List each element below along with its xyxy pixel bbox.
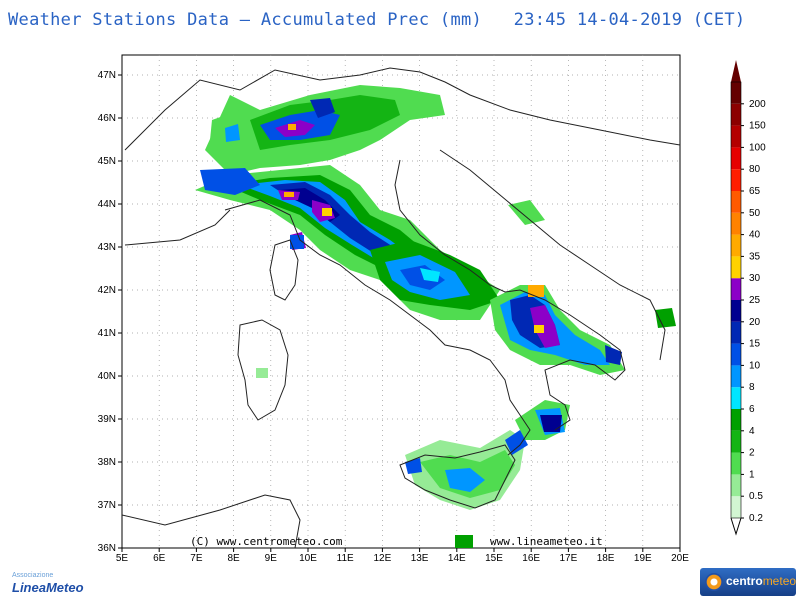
legend-level-label: 40 xyxy=(749,230,761,241)
lineameteo-logo: Associazione LineaMeteo xyxy=(8,570,84,598)
legend-level-label: 100 xyxy=(749,142,766,153)
legend-level-label: 0.2 xyxy=(749,513,763,524)
legend-swatch xyxy=(731,300,741,322)
legend-level-label: 35 xyxy=(749,251,761,262)
legend-level-label: 30 xyxy=(749,273,761,284)
lon-tick-label: 20E xyxy=(671,553,689,564)
lon-tick-label: 19E xyxy=(634,553,652,564)
legend-level-label: 50 xyxy=(749,208,761,219)
legend-swatch xyxy=(731,452,741,475)
centrometeo-logo-text: centrometeo xyxy=(726,574,797,588)
legend-swatch xyxy=(731,147,741,170)
lineameteo-logo-text: LineaMeteo xyxy=(12,580,84,595)
lat-tick-label: 37N xyxy=(98,500,116,511)
legend-swatch xyxy=(731,474,741,497)
lon-tick-label: 18E xyxy=(597,553,615,564)
lat-tick-label: 47N xyxy=(98,70,116,81)
legend-swatch xyxy=(731,191,741,213)
legend-level-label: 150 xyxy=(749,121,766,132)
lon-tick-label: 9E xyxy=(265,553,278,564)
legend-level-label: 20 xyxy=(749,317,761,328)
lon-tick-label: 7E xyxy=(190,553,203,564)
legend-level-label: 25 xyxy=(749,295,761,306)
legend-swatch xyxy=(731,234,741,257)
lat-tick-label: 45N xyxy=(98,156,116,167)
lon-tick-label: 15E xyxy=(485,553,503,564)
coastlines xyxy=(121,67,681,549)
lat-tick-label: 43N xyxy=(98,242,116,253)
lat-tick-label: 42N xyxy=(98,285,116,296)
legend-level-label: 80 xyxy=(749,164,761,175)
legend-swatch xyxy=(731,278,741,300)
legend-level-label: 15 xyxy=(749,339,761,350)
map-title: Weather Stations Data — Accumulated Prec… xyxy=(8,10,746,30)
precipitation-field xyxy=(195,85,676,548)
credit-right: www.lineameteo.it xyxy=(490,535,603,548)
lat-tick-label: 40N xyxy=(98,371,116,382)
legend-level-label: 200 xyxy=(749,99,766,110)
globe-icon xyxy=(705,573,723,591)
legend-swatch xyxy=(731,256,741,279)
lon-tick-label: 16E xyxy=(522,553,540,564)
legend-level-label: 10 xyxy=(749,360,761,371)
legend-swatch xyxy=(731,496,741,518)
legend-swatch xyxy=(731,82,741,104)
lon-tick-label: 10E xyxy=(299,553,317,564)
lat-tick-label: 38N xyxy=(98,457,116,468)
legend-swatch xyxy=(731,321,741,344)
lon-tick-label: 13E xyxy=(411,553,429,564)
legend-level-label: 4 xyxy=(749,426,755,437)
lon-tick-label: 8E xyxy=(227,553,240,564)
centrometeo-logo: centrometeo xyxy=(700,568,796,596)
precipitation-legend: 0.2 0.5 1 2 4 6 8 10 15 20 25 30 35 40 50 65 80 100 150 200 xyxy=(730,60,766,536)
legend-level-label: 65 xyxy=(749,186,761,197)
legend-swatch xyxy=(731,125,741,148)
lat-tick-label: 41N xyxy=(98,328,116,339)
legend-swatch xyxy=(731,409,741,431)
lon-tick-label: 12E xyxy=(374,553,392,564)
legend-level-label: 6 xyxy=(749,404,755,415)
legend-swatch xyxy=(731,365,741,388)
legend-swatch xyxy=(731,169,741,191)
credit-left: (C) www.centrometeo.com xyxy=(190,535,343,548)
legend-level-label: 1 xyxy=(749,469,755,480)
legend-swatch xyxy=(731,430,741,453)
legend-top-arrow xyxy=(731,60,741,82)
legend-swatch xyxy=(731,103,741,126)
lat-tick-label: 36N xyxy=(98,543,116,554)
legend-swatch xyxy=(731,212,741,235)
lon-tick-label: 11E xyxy=(337,553,354,564)
lat-tick-label: 39N xyxy=(98,414,116,425)
lon-tick-label: 17E xyxy=(560,553,578,564)
legend-swatch xyxy=(731,387,741,409)
lat-tick-label: 44N xyxy=(98,199,116,210)
legend-level-label: 0.5 xyxy=(749,491,763,502)
lat-tick-label: 46N xyxy=(98,113,116,124)
legend-level-label: 8 xyxy=(749,382,755,393)
lineameteo-logo-sub: Associazione xyxy=(12,572,54,579)
lon-tick-label: 6E xyxy=(153,553,166,564)
legend-bottom-arrow xyxy=(730,517,742,536)
legend-swatch xyxy=(731,343,741,366)
lon-tick-label: 5E xyxy=(116,553,129,564)
legend-level-label: 2 xyxy=(749,448,755,459)
lon-tick-label: 14E xyxy=(448,553,466,564)
